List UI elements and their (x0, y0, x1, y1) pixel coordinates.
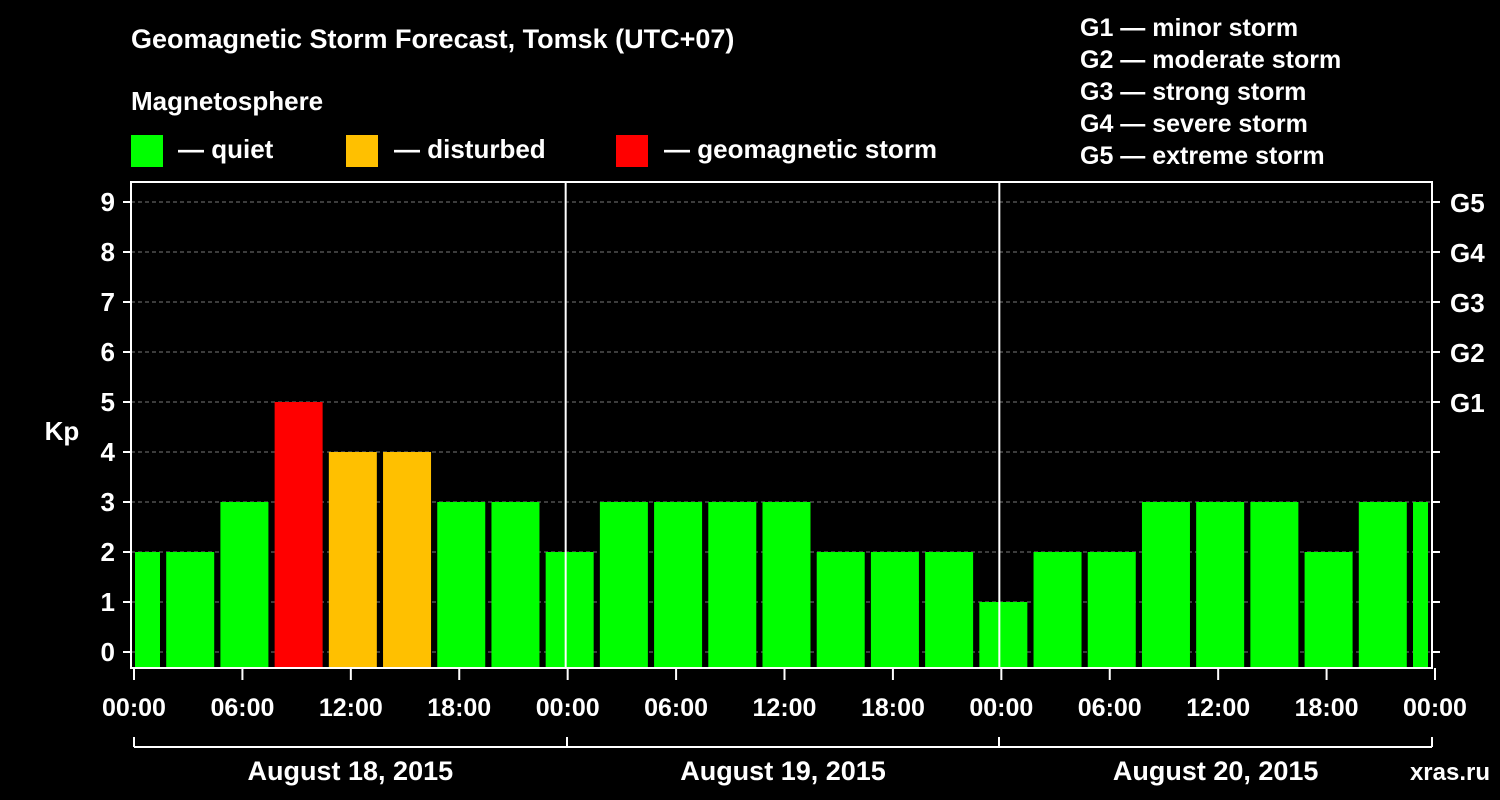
kp-bar (328, 452, 377, 668)
storm-level-label: G4 (1450, 238, 1485, 268)
x-tick-label: 18:00 (1295, 694, 1359, 722)
kp-bar (491, 502, 540, 668)
plot-frame (130, 181, 1433, 669)
kp-bar (1413, 502, 1428, 668)
kp-bar (1033, 552, 1082, 668)
x-tick-label: 06:00 (210, 694, 274, 722)
y-tick-label: 9 (101, 187, 115, 217)
legend-label-storm: — geomagnetic storm (664, 134, 938, 164)
y-tick-label: 6 (101, 337, 115, 367)
chart-title: Geomagnetic Storm Forecast, Tomsk (UTC+0… (131, 24, 735, 54)
x-tick-label: 12:00 (753, 694, 817, 722)
kp-bar (1196, 502, 1245, 668)
watermark: xras.ru (1410, 759, 1490, 786)
kp-bar (545, 552, 594, 668)
kp-bar (599, 502, 648, 668)
x-tick-label: 00:00 (102, 694, 166, 722)
storm-level-label: G2 (1450, 338, 1485, 368)
x-tick-label: 12:00 (319, 694, 383, 722)
storm-scale-g3: G3 — strong storm (1080, 78, 1307, 106)
y-tick-label: 1 (101, 587, 115, 617)
y-tick-label: 3 (101, 487, 115, 517)
kp-bar (274, 402, 323, 668)
storm-level-label: G3 (1450, 288, 1485, 318)
kp-bar (762, 502, 811, 668)
y-axis-title: Kp (45, 416, 80, 446)
legend-swatch-quiet (131, 135, 163, 167)
y-tick-label: 5 (101, 387, 115, 417)
kp-bar (979, 602, 1028, 668)
kp-bar (654, 502, 703, 668)
storm-scale-g1: G1 — minor storm (1080, 14, 1299, 42)
kp-bar (437, 502, 486, 668)
kp-bar (135, 552, 160, 668)
x-tick-label: 18:00 (861, 694, 925, 722)
x-tick-label: 00:00 (1403, 694, 1467, 722)
kp-bar (1358, 502, 1407, 668)
kp-bar (383, 452, 432, 668)
kp-bar (925, 552, 974, 668)
storm-scale-g4: G4 — severe storm (1080, 110, 1308, 138)
kp-bar (816, 552, 865, 668)
kp-bar (1304, 552, 1353, 668)
kp-bar (870, 552, 919, 668)
kp-bar (1250, 502, 1299, 668)
y-tick-label: 4 (101, 437, 116, 467)
kp-bar (1087, 552, 1136, 668)
day-label: August 20, 2015 (1113, 756, 1319, 786)
y-tick-label: 2 (101, 537, 115, 567)
legend-label-quiet: — quiet (178, 134, 274, 164)
y-tick-label: 7 (101, 287, 115, 317)
legend-heading: Magnetosphere (131, 86, 324, 116)
x-tick-label: 06:00 (644, 694, 708, 722)
x-tick-label: 00:00 (536, 694, 600, 722)
kp-bar (1141, 502, 1190, 668)
kp-bar (220, 502, 269, 668)
day-label: August 18, 2015 (248, 756, 454, 786)
legend-label-disturbed: — disturbed (394, 134, 546, 164)
day-label: August 19, 2015 (680, 756, 886, 786)
x-tick-label: 18:00 (427, 694, 491, 722)
legend-swatch-disturbed (346, 135, 378, 167)
y-tick-label: 0 (101, 637, 115, 667)
legend-swatch-storm (616, 135, 648, 167)
storm-level-label: G5 (1450, 188, 1485, 218)
storm-scale-g5: G5 — extreme storm (1080, 142, 1325, 170)
x-tick-label: 12:00 (1186, 694, 1250, 722)
y-tick-label: 8 (101, 237, 115, 267)
kp-bar (166, 552, 215, 668)
storm-level-label: G1 (1450, 388, 1485, 418)
x-tick-label: 06:00 (1078, 694, 1142, 722)
kp-bar (708, 502, 757, 668)
storm-scale-g2: G2 — moderate storm (1080, 46, 1342, 74)
x-tick-label: 00:00 (969, 694, 1033, 722)
